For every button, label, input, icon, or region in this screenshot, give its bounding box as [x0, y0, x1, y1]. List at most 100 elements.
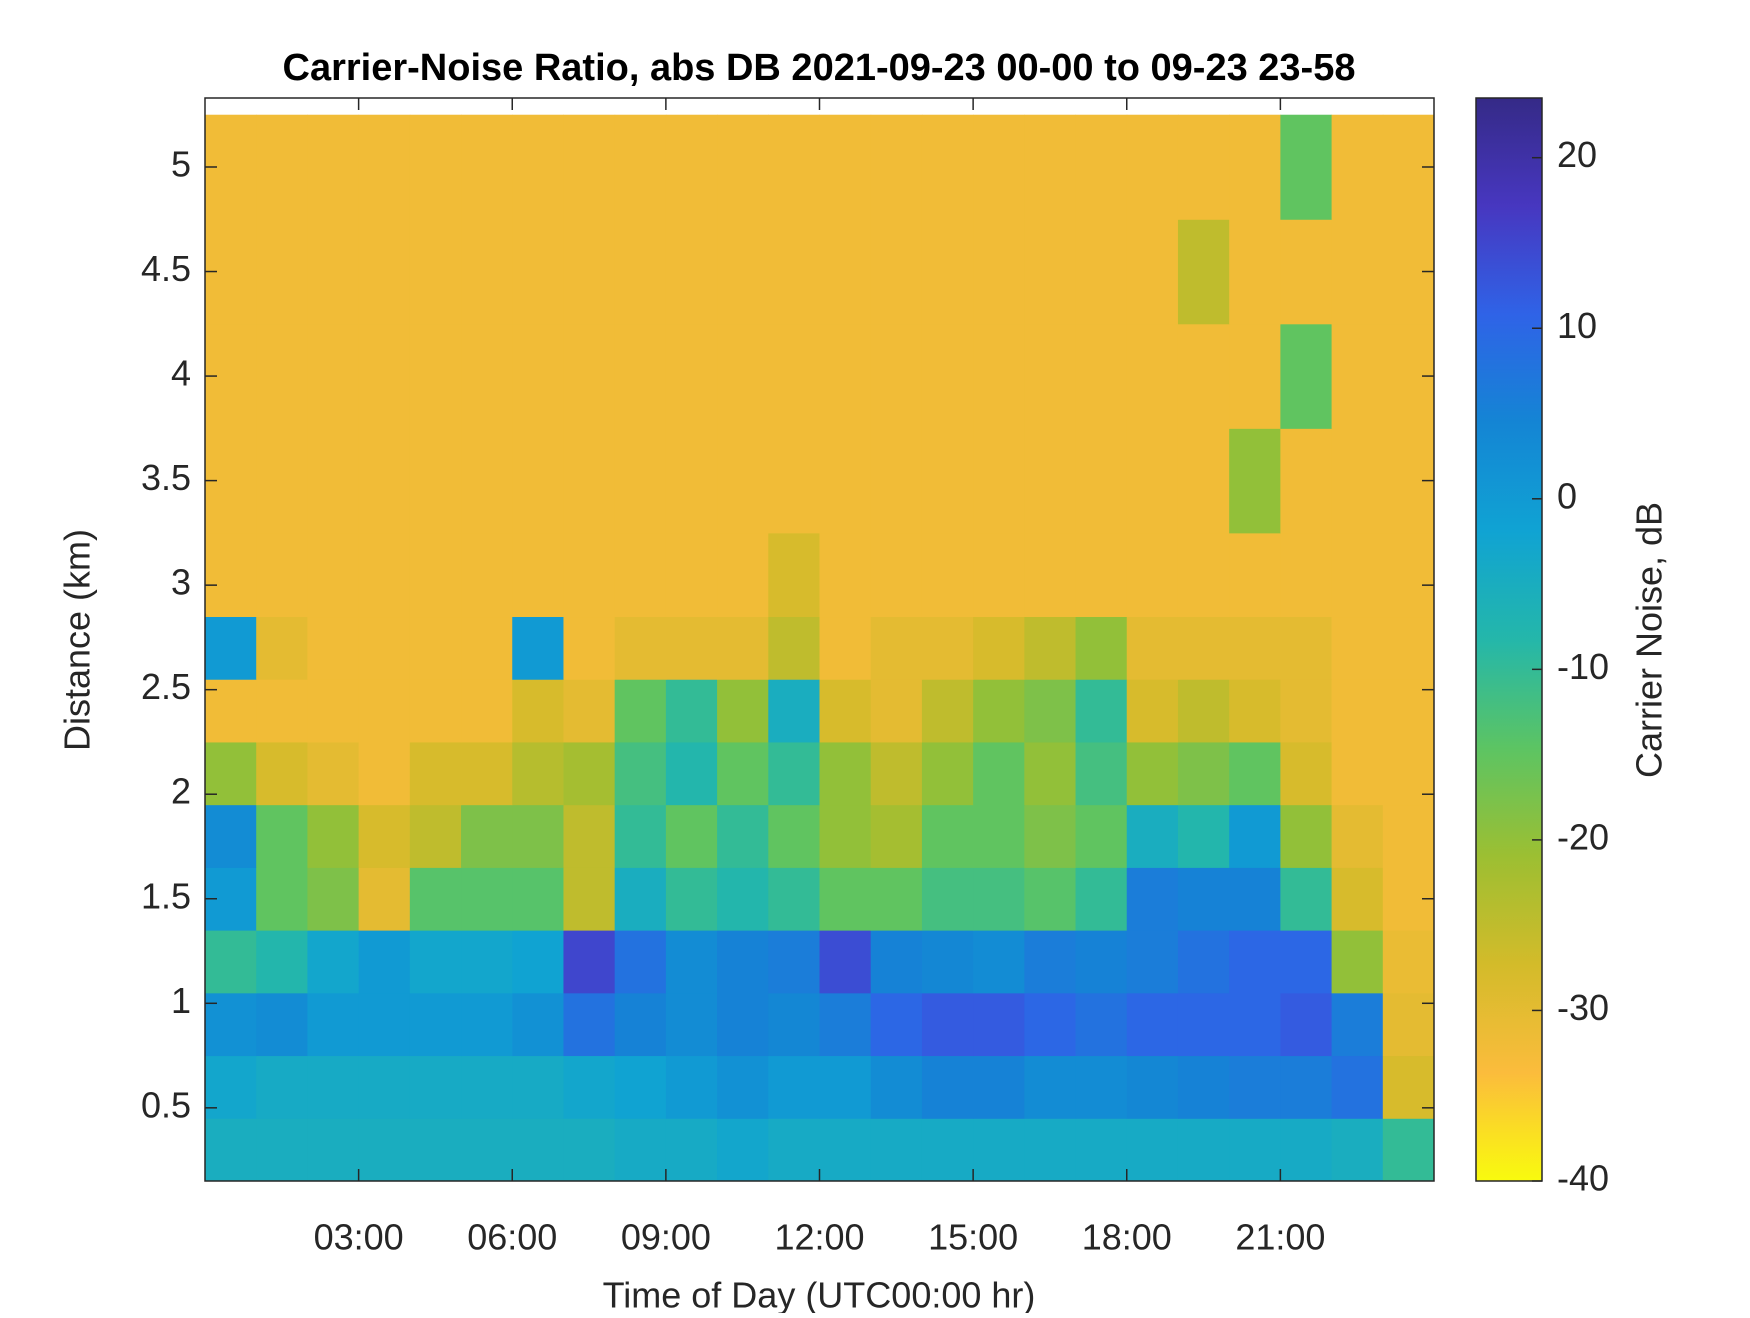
heatmap-cell — [1331, 1118, 1384, 1181]
heatmap-cell — [1331, 114, 1384, 220]
heatmap-cell — [717, 1055, 769, 1119]
heatmap-cell — [563, 930, 616, 994]
heatmap-cell — [1280, 114, 1333, 220]
heatmap-cell — [1280, 867, 1333, 931]
heatmap-cell — [1024, 804, 1077, 868]
heatmap-cell — [512, 428, 564, 534]
x-tick-label: 18:00 — [1082, 1217, 1172, 1258]
heatmap-cell — [870, 867, 923, 931]
heatmap-cell — [358, 804, 411, 868]
heatmap-cell — [717, 219, 769, 325]
x-tick-label: 03:00 — [314, 1217, 404, 1258]
heatmap-cell — [563, 804, 616, 868]
heatmap-cell — [1024, 992, 1077, 1057]
heatmap-cell — [819, 1055, 872, 1119]
heatmap-cell — [1280, 930, 1333, 994]
heatmap-cell — [307, 1118, 360, 1181]
heatmap-cell — [768, 992, 820, 1057]
heatmap-cell — [768, 219, 820, 325]
heatmap-cell — [307, 992, 360, 1057]
heatmap-cell — [358, 532, 411, 618]
colorbar-tick-label: -20 — [1557, 816, 1609, 857]
heatmap-cell — [563, 741, 616, 806]
heatmap-cell — [256, 679, 308, 743]
heatmap-cell — [717, 114, 769, 220]
heatmap-cell — [921, 741, 974, 806]
heatmap-cell — [1229, 532, 1281, 618]
y-tick-label: 1.5 — [141, 875, 191, 916]
heatmap-cell — [819, 428, 872, 534]
heatmap-cell — [205, 532, 257, 618]
heatmap-cell — [409, 219, 462, 325]
heatmap-cell — [768, 867, 820, 931]
heatmap-cell — [973, 114, 1025, 220]
heatmap-cell — [973, 428, 1025, 534]
heatmap-cell — [307, 616, 360, 680]
heatmap-cell — [973, 532, 1025, 618]
heatmap-cell — [665, 930, 718, 994]
heatmap-cell — [1126, 219, 1179, 325]
heatmap-cell — [256, 428, 308, 534]
heatmap-cell — [1331, 992, 1384, 1057]
heatmap-cell — [614, 867, 667, 931]
heatmap-cell — [563, 428, 616, 534]
heatmap-cell — [614, 804, 667, 868]
heatmap-cell — [409, 867, 462, 931]
heatmap-cell — [256, 1055, 308, 1119]
heatmap-cell — [1075, 428, 1128, 534]
heatmap-cell — [665, 867, 718, 931]
heatmap-cell — [256, 616, 308, 680]
heatmap-cell — [205, 804, 257, 868]
heatmap-cell — [614, 114, 667, 220]
heatmap-cell — [1331, 219, 1384, 325]
heatmap-cell — [409, 992, 462, 1057]
heatmap-cell — [1126, 930, 1179, 994]
heatmap-cell — [665, 323, 718, 429]
heatmap-cell — [409, 532, 462, 618]
heatmap-cell — [768, 428, 820, 534]
heatmap-cell — [819, 992, 872, 1057]
heatmap-cell — [717, 532, 769, 618]
heatmap-cell — [1331, 323, 1384, 429]
heatmap-cell — [973, 930, 1025, 994]
heatmap-cell — [461, 1055, 513, 1119]
heatmap-cell — [358, 679, 411, 743]
heatmap-cell — [973, 1055, 1025, 1119]
heatmap-cell — [1280, 679, 1333, 743]
heatmap-cell — [1177, 114, 1230, 220]
heatmap-cell — [256, 867, 308, 931]
heatmap-cell — [1280, 532, 1333, 618]
heatmap-cell — [409, 616, 462, 680]
heatmap-cell — [1024, 1055, 1077, 1119]
heatmap-cell — [358, 867, 411, 931]
heatmap-cell — [1229, 428, 1281, 534]
heatmap-cell — [768, 804, 820, 868]
heatmap-cell — [1280, 428, 1333, 534]
heatmap-cell — [512, 679, 564, 743]
heatmap-cell — [1229, 992, 1281, 1057]
heatmap-cell — [409, 428, 462, 534]
heatmap-cell — [409, 741, 462, 806]
heatmap-cell — [1177, 616, 1230, 680]
heatmap-cell — [717, 992, 769, 1057]
heatmap-cell — [461, 930, 513, 994]
heatmap-cell — [512, 1118, 564, 1181]
heatmap-cell — [1280, 1055, 1333, 1119]
heatmap-cell — [717, 428, 769, 534]
heatmap-cell — [973, 616, 1025, 680]
heatmap-cell — [1177, 679, 1230, 743]
heatmap-cell — [1229, 867, 1281, 931]
heatmap-cell — [461, 616, 513, 680]
heatmap-cell — [921, 1118, 974, 1181]
heatmap-cell — [1331, 679, 1384, 743]
heatmap-cell — [921, 219, 974, 325]
heatmap-cell — [461, 428, 513, 534]
heatmap-cell — [614, 930, 667, 994]
heatmap-cell — [1075, 930, 1128, 994]
heatmap-cell — [307, 323, 360, 429]
heatmap-cell — [563, 114, 616, 220]
heatmap-cell — [1177, 741, 1230, 806]
heatmap-cell — [973, 992, 1025, 1057]
heatmap-cell — [973, 1118, 1025, 1181]
